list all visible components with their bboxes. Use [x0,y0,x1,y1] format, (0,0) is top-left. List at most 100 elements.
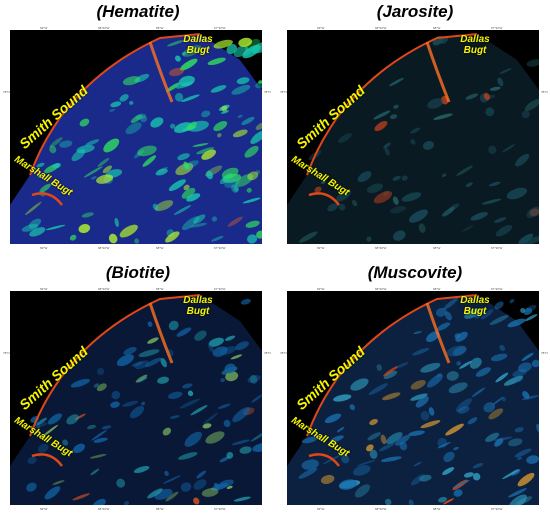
texture [250,130,262,144]
texture [238,37,253,47]
texture [110,401,120,408]
texture [384,147,390,156]
texture [123,347,137,356]
texture [79,118,90,127]
texture [122,400,139,407]
texture [474,313,482,319]
texture [150,117,164,128]
texture [186,121,197,131]
texture [37,174,42,179]
texture [446,371,459,381]
texture [410,127,421,134]
texture [368,383,388,395]
longitude-label: 67°30'W [491,246,503,250]
texture [443,451,455,463]
texture [81,212,94,218]
texture [181,94,200,102]
texture [130,114,143,123]
texture [454,333,461,339]
texture [28,218,42,229]
texture [167,40,184,47]
texture [521,110,530,119]
latitude-label: 78°N [264,90,271,94]
texture [502,469,520,480]
texture [456,361,461,366]
texture [199,309,206,314]
map-panel: (Muscovite) Smith Sound Dallas Bugt Marshal… [277,261,550,521]
texture [184,431,202,447]
texture [408,209,428,223]
texture [441,173,447,177]
texture [383,366,398,377]
texture [453,489,463,497]
texture [395,434,411,446]
texture [299,231,318,243]
land [10,295,262,505]
longitude-label: 69°W [317,287,325,291]
texture [237,114,243,118]
texture [526,59,539,67]
texture [92,498,106,505]
map-panel: (Hematite) Smith Sound Dallas Bugt Marshall… [0,0,276,260]
texture [225,335,236,341]
place-label: Dallas Bugt [460,295,490,317]
texture [515,375,524,383]
texture [536,423,539,434]
longitude-label: 68°W [156,507,164,511]
texture [69,234,77,241]
texture [66,414,79,425]
texture [21,223,39,232]
texture [207,57,226,66]
longitude-label: 68°30'W [98,507,110,511]
texture [489,86,501,91]
bay [308,453,340,467]
texture [518,233,534,244]
texture [525,314,538,322]
texture [392,196,399,205]
texture [522,236,539,244]
texture [219,346,237,355]
texture [211,216,218,222]
texture [298,467,318,479]
texture [141,401,146,406]
map-image: Smith Sound Dallas Bugt Marshall Bugt [287,291,539,505]
texture [213,121,228,132]
texture [509,298,515,304]
texture [232,407,251,423]
longitude-label: 67°30'W [491,26,503,30]
texture [78,223,91,234]
texture [29,227,46,237]
texture [514,427,524,433]
map-raster [10,33,262,244]
texture [220,378,225,383]
texture [251,394,262,403]
texture [418,223,426,233]
texture [435,307,447,317]
texture [154,200,174,212]
longitude-label: 69°W [40,507,48,511]
coastline [306,294,478,437]
texture [333,394,352,402]
latitude-label: 78°N [3,90,10,94]
texture [41,424,59,438]
texture [182,45,202,57]
texture [52,162,61,169]
texture [76,144,95,154]
texture [133,465,150,474]
texture [116,478,126,488]
texture [119,224,138,238]
texture [232,129,248,138]
texture [165,491,179,502]
texture [393,230,406,241]
texture [488,408,504,420]
texture [494,301,504,310]
texture [25,201,42,216]
texture [62,439,69,446]
latitude-label: 78°N [264,351,271,355]
map-image: Smith Sound Dallas Bugt Marshall Bugt [10,30,262,244]
texture [523,308,533,316]
texture [174,55,181,62]
latitude-label: 78°N [541,90,548,94]
longitude-label: 68°30'W [98,246,110,250]
texture [255,122,262,130]
